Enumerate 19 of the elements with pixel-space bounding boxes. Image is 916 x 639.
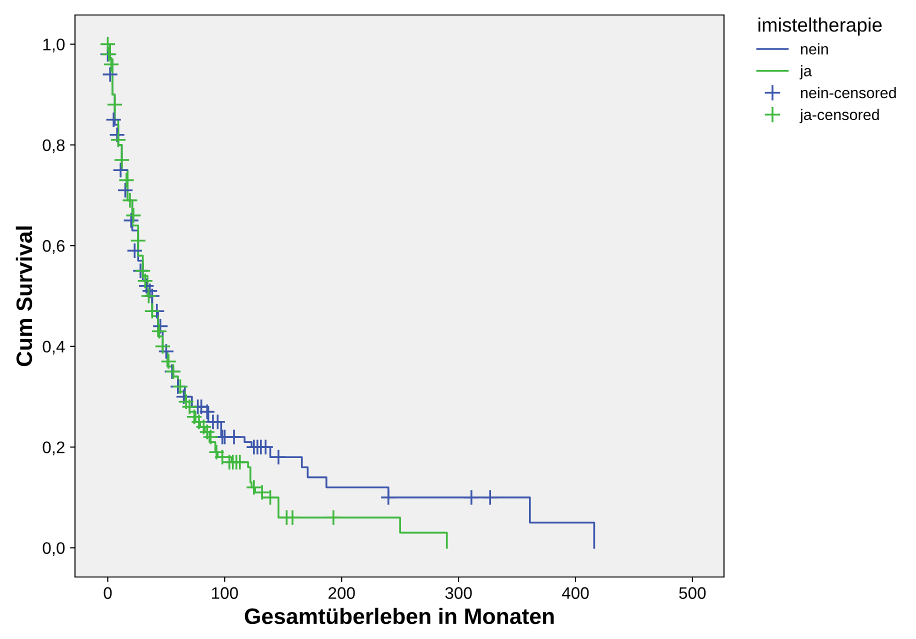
legend-label: ja-censored — [800, 108, 879, 124]
y-tick-label: 1,0 — [43, 38, 65, 52]
x-tick-label: 300 — [445, 587, 472, 599]
x-tick-label: 500 — [679, 587, 706, 599]
y-tick-label: 0,8 — [42, 139, 65, 154]
y-tick-label: 0,0 — [42, 542, 65, 556]
legend-label: ja — [800, 65, 812, 80]
x-tick-label: 100 — [212, 587, 238, 599]
y-tick-label: 0,4 — [42, 340, 65, 355]
x-tick-label: 400 — [562, 587, 589, 599]
y-tick-label: 0,2 — [42, 441, 64, 456]
x-axis-title: Gesamtüberleben in Monaten — [244, 608, 554, 624]
legend-label: nein-censored — [801, 87, 896, 98]
y-axis-title: Cum Survival — [16, 226, 32, 366]
legend-title: imisteltherapie — [758, 18, 882, 36]
x-tick-label: 0 — [104, 587, 112, 599]
y-tick-label: 0,6 — [42, 240, 65, 254]
x-tick-label: 200 — [328, 587, 355, 599]
legend-label: nein — [801, 43, 828, 54]
